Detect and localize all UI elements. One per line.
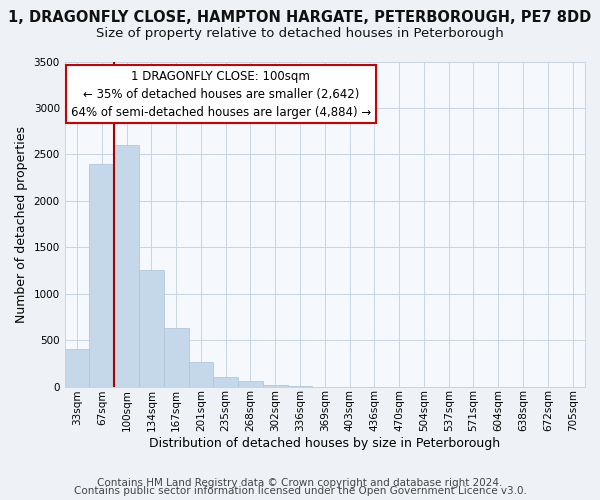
Bar: [139, 270, 164, 386]
Bar: [214, 378, 238, 386]
Y-axis label: Number of detached properties: Number of detached properties: [15, 126, 28, 322]
Text: Size of property relative to detached houses in Peterborough: Size of property relative to detached ho…: [96, 28, 504, 40]
Bar: [65, 350, 89, 387]
Bar: [238, 382, 263, 386]
X-axis label: Distribution of detached houses by size in Peterborough: Distribution of detached houses by size …: [149, 437, 500, 450]
Bar: [188, 362, 214, 386]
Bar: [263, 384, 287, 386]
Bar: [164, 328, 188, 386]
Text: 1, DRAGONFLY CLOSE, HAMPTON HARGATE, PETERBOROUGH, PE7 8DD: 1, DRAGONFLY CLOSE, HAMPTON HARGATE, PET…: [8, 10, 592, 25]
Bar: [89, 164, 114, 386]
Text: 1 DRAGONFLY CLOSE: 100sqm
← 35% of detached houses are smaller (2,642)
64% of se: 1 DRAGONFLY CLOSE: 100sqm ← 35% of detac…: [71, 70, 371, 118]
Bar: [114, 145, 139, 386]
Text: Contains public sector information licensed under the Open Government Licence v3: Contains public sector information licen…: [74, 486, 526, 496]
Text: Contains HM Land Registry data © Crown copyright and database right 2024.: Contains HM Land Registry data © Crown c…: [97, 478, 503, 488]
